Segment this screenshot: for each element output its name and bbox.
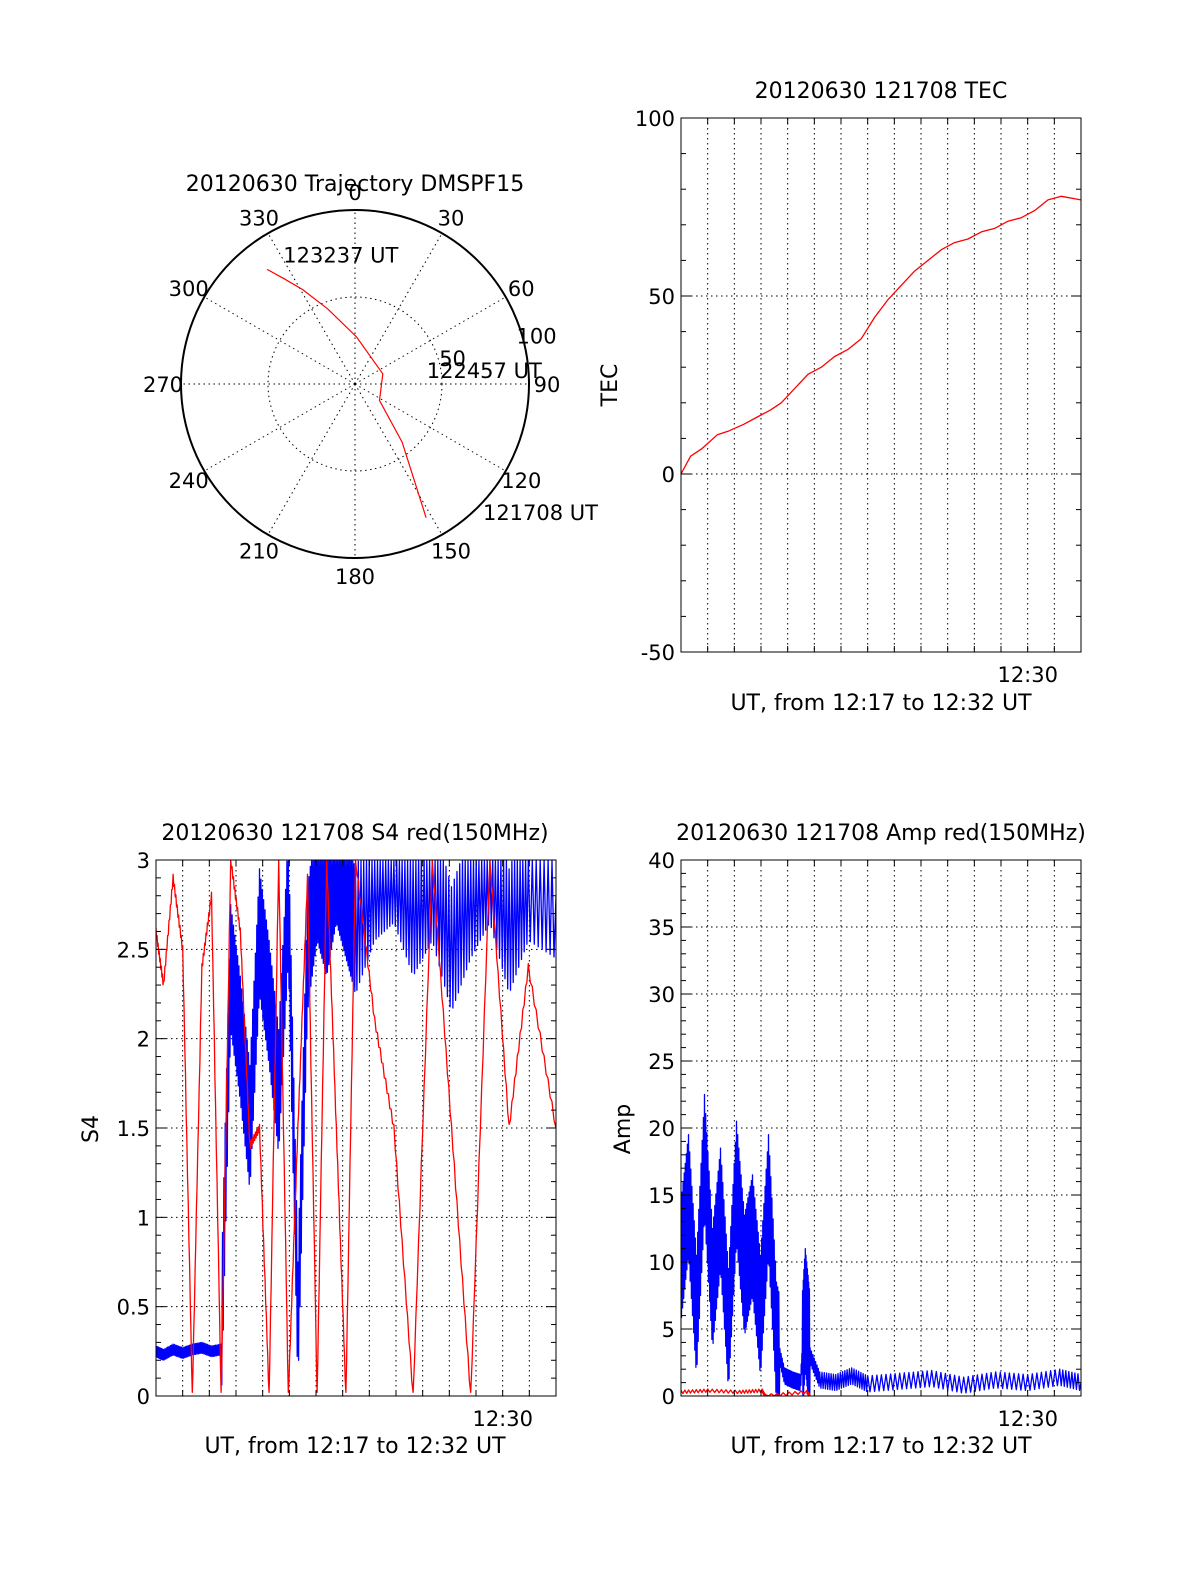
s4-title: 20120630 121708 S4 red(150MHz) [161,821,548,846]
polar-outer-ring [180,209,530,559]
polar-spoke-210 [267,383,356,535]
polar-angle-tick: 30 [438,207,465,231]
tec-title: 20120630 121708 TEC [755,79,1008,104]
y-tick-label: 1.5 [117,1117,150,1141]
tec-chart: 20120630 121708 TEC TEC UT, from 12:17 t… [598,79,1082,716]
polar-spoke-60 [354,296,506,385]
y-tick-label: -50 [641,641,675,665]
polar-spoke-300 [204,296,356,385]
series-layer [681,195,1081,475]
y-tick-label: 15 [648,1184,675,1208]
y-tick-label: 30 [648,983,675,1007]
polar-radial-tick: 50 [439,347,466,371]
series-line-0 [156,860,556,1386]
trajectory-path [266,268,427,518]
polar-spoke-330 [267,233,356,385]
y-tick-label: 1 [137,1206,150,1230]
polar-angle-tick: 90 [534,373,561,397]
y-tick-label: 0 [662,463,675,487]
s4-ylabel: S4 [79,1115,104,1143]
polar-angle-tick: 180 [335,565,375,589]
y-tick-label: 0.5 [117,1296,150,1320]
amp-ylabel: Amp [611,1104,636,1154]
polar-angle-tick: 0 [348,181,361,205]
polar-spoke-30 [354,233,443,385]
series-line-0 [681,195,1081,475]
amp-chart: 20120630 121708 Amp red(150MHz) Amp UT, … [611,821,1086,1459]
y-tick-label: 100 [635,107,675,131]
y-tick-label: 2 [137,1028,150,1052]
y-tick-label: 25 [648,1050,675,1074]
plot-frame [680,117,1082,653]
polar-angle-tick: 300 [169,277,209,301]
tec-xlabel: UT, from 12:17 to 12:32 UT [730,691,1032,716]
polar-angle-tick: 150 [431,539,471,563]
polar-angle-tick: 120 [501,469,541,493]
polar-angle-tick: 270 [143,373,183,397]
polar-angle-tick: 330 [239,207,279,231]
y-tick-label: 20 [648,1117,675,1141]
x-tick-label: 12:30 [997,663,1058,687]
y-tick-label: 0 [137,1385,150,1409]
y-tick-label: 35 [648,916,675,940]
polar-angle-tick: 60 [508,277,535,301]
polar-angle-tick: 210 [239,539,279,563]
trajectory-time-label: 123237 UT [283,244,398,268]
s4-chart: 20120630 121708 S4 red(150MHz) S4 UT, fr… [79,821,557,1459]
y-tick-label: 10 [648,1251,675,1275]
series-line-0 [681,1093,1081,1396]
trajectory-time-label: 122457 UT [427,359,542,383]
polar-angle-tick: 240 [169,469,209,493]
y-tick-label: 40 [648,849,675,873]
y-tick-label: 50 [648,285,675,309]
series-layer [156,860,556,1394]
amp-title: 20120630 121708 Amp red(150MHz) [676,821,1086,846]
y-tick-label: 2.5 [117,938,150,962]
amp-xlabel: UT, from 12:17 to 12:32 UT [730,1434,1032,1459]
s4-xlabel: UT, from 12:17 to 12:32 UT [204,1434,506,1459]
polar-radial-tick: 100 [517,324,557,348]
x-tick-label: 12:30 [472,1407,533,1431]
trajectory-title: 20120630 Trajectory DMSPF15 [186,172,524,197]
y-tick-label: 3 [137,849,150,873]
tec-ylabel: TEC [598,364,623,408]
series-line-1 [681,1388,811,1396]
polar-spoke-120 [354,383,506,472]
y-tick-label: 0 [662,1385,675,1409]
trajectory-time-label: 121708 UT [483,501,598,525]
x-tick-label: 12:30 [997,1407,1058,1431]
series-layer [681,1093,1081,1396]
y-tick-label: 5 [662,1318,675,1342]
polar-spoke-240 [204,383,356,472]
series-line-1 [156,860,556,1394]
polar-radial-ring-50 [267,296,443,472]
trajectory-polar-chart: 20120630 Trajectory DMSPF15 0 30 60 90 120 15… [143,172,598,589]
polar-spoke-150 [354,383,443,535]
